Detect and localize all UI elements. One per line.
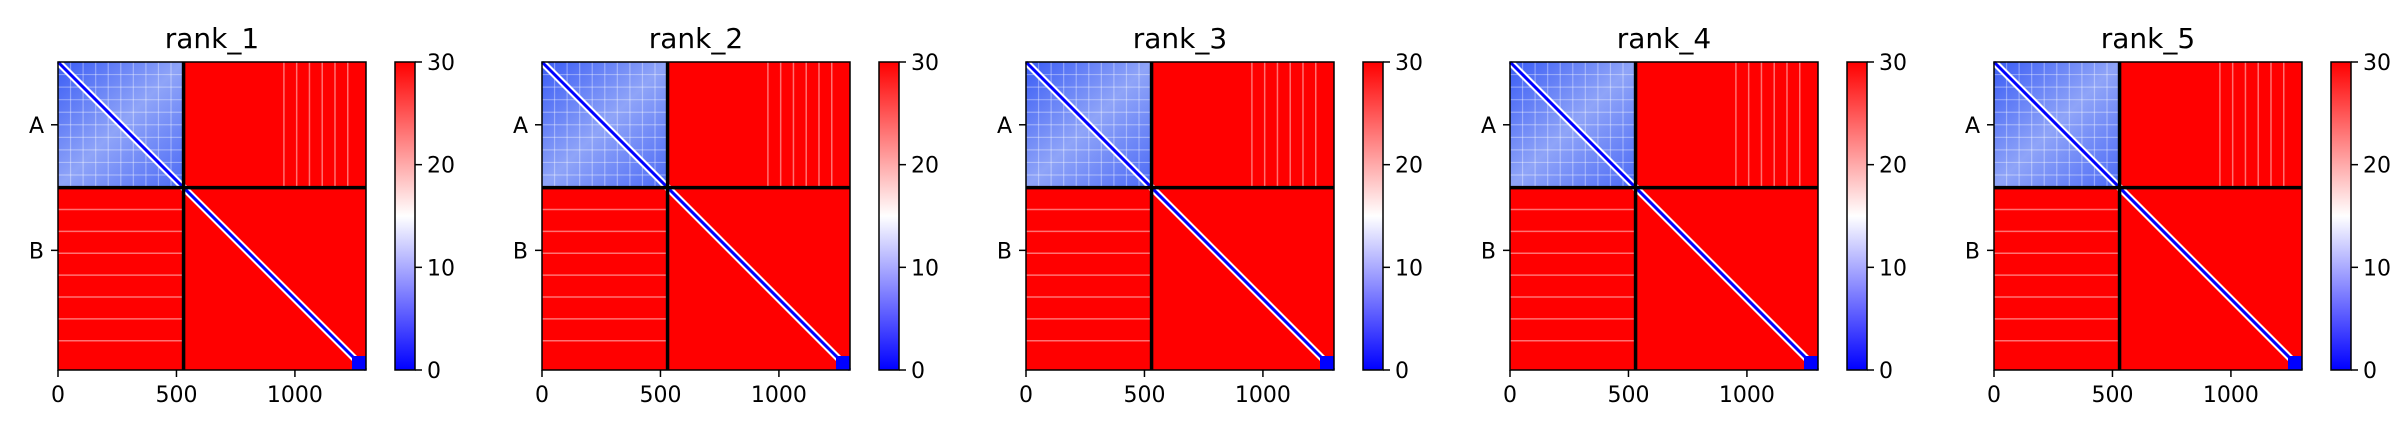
- diagonal: [1992, 60, 2304, 372]
- colorbar-tick-label: 0: [1395, 359, 1409, 384]
- x-tick-label: 0: [1019, 383, 1033, 408]
- diagonal: [56, 60, 368, 372]
- colorbar-tick-label: 20: [427, 154, 455, 179]
- colorbar-tick-label: 10: [911, 256, 939, 281]
- diagonal: [1024, 60, 1336, 372]
- heatmap-panel-1: rank_1 0 500 1000 A B 0 10 20 30: [29, 22, 455, 408]
- colorbar-tick-label: 0: [1879, 359, 1893, 384]
- colorbar-tick-label: 0: [2363, 359, 2377, 384]
- x-tick-label: 0: [1503, 383, 1517, 408]
- colorbar-tick-label: 20: [2363, 154, 2391, 179]
- colorbar-frame: [878, 61, 900, 371]
- colorbar-tick-label: 30: [911, 51, 939, 76]
- diagonal-end-block: [1320, 356, 1334, 370]
- x-tick-label: 0: [535, 383, 549, 408]
- colorbar-tick-label: 20: [911, 154, 939, 179]
- y-tick-label: B: [1481, 239, 1496, 264]
- plot-frame: [1509, 61, 1819, 371]
- colorbar-frame: [394, 61, 416, 371]
- colorbar-frame: [1846, 61, 1868, 371]
- panel-title: rank_4: [1617, 22, 1711, 55]
- plot-frame: [1993, 61, 2303, 371]
- colorbar-tick-label: 30: [1879, 51, 1907, 76]
- plot-frame: [541, 61, 851, 371]
- colorbar-tick-label: 30: [427, 51, 455, 76]
- x-tick-label: 1000: [1719, 383, 1775, 408]
- x-tick-label: 1000: [2203, 383, 2259, 408]
- diagonal-end-block: [2288, 356, 2302, 370]
- diagonal: [540, 60, 852, 372]
- colorbar: [1363, 62, 1383, 370]
- colorbar: [1847, 62, 1867, 370]
- y-tick-label: A: [29, 114, 44, 139]
- y-tick-label: A: [1965, 114, 1980, 139]
- panel-title: rank_2: [649, 22, 743, 55]
- colorbar-tick-label: 10: [1395, 256, 1423, 281]
- x-tick-label: 500: [2091, 383, 2133, 408]
- panel-title: rank_3: [1133, 22, 1227, 55]
- y-tick-label: B: [1965, 239, 1980, 264]
- colorbar-tick-label: 10: [1879, 256, 1907, 281]
- panel-title: rank_1: [165, 22, 259, 55]
- diagonal: [1508, 60, 1820, 372]
- colorbar-tick-label: 30: [1395, 51, 1423, 76]
- x-tick-label: 500: [1607, 383, 1649, 408]
- x-tick-label: 0: [1987, 383, 2001, 408]
- heatmap-panel-4: rank_4 0 500 1000 A B 0 10 20 30: [1481, 22, 1907, 408]
- x-tick-label: 500: [155, 383, 197, 408]
- colorbar-frame: [2330, 61, 2352, 371]
- x-tick-label: 0: [51, 383, 65, 408]
- colorbar-tick-label: 0: [427, 359, 441, 384]
- y-tick-label: A: [513, 114, 528, 139]
- y-tick-label: A: [997, 114, 1012, 139]
- y-tick-label: A: [1481, 114, 1496, 139]
- colorbar: [2331, 62, 2351, 370]
- colorbar-frame: [1362, 61, 1384, 371]
- plot-frame: [57, 61, 367, 371]
- x-tick-label: 1000: [1235, 383, 1291, 408]
- diagonal-end-block: [836, 356, 850, 370]
- colorbar: [879, 62, 899, 370]
- x-tick-label: 1000: [751, 383, 807, 408]
- heatmap-panel-3: rank_3 0 500 1000 A B 0 10 20 30: [997, 22, 1423, 408]
- y-tick-label: B: [29, 239, 44, 264]
- colorbar-tick-label: 0: [911, 359, 925, 384]
- colorbar-tick-label: 30: [2363, 51, 2391, 76]
- diagonal-end-block: [1804, 356, 1818, 370]
- heatmap-panel-5: rank_5 0 500 1000 A B 0 10 20 30: [1965, 22, 2391, 408]
- heatmap-panel-2: rank_2 0 500 1000 A B 0 10 20 30: [513, 22, 939, 408]
- y-tick-label: B: [513, 239, 528, 264]
- diagonal-end-block: [352, 356, 366, 370]
- x-tick-label: 500: [1123, 383, 1165, 408]
- colorbar-tick-label: 10: [427, 256, 455, 281]
- panel-title: rank_5: [2101, 22, 2195, 55]
- x-tick-label: 1000: [267, 383, 323, 408]
- colorbar: [395, 62, 415, 370]
- colorbar-tick-label: 20: [1879, 154, 1907, 179]
- plot-frame: [1025, 61, 1335, 371]
- y-tick-label: B: [997, 239, 1012, 264]
- colorbar-tick-label: 20: [1395, 154, 1423, 179]
- colorbar-tick-label: 10: [2363, 256, 2391, 281]
- x-tick-label: 500: [639, 383, 681, 408]
